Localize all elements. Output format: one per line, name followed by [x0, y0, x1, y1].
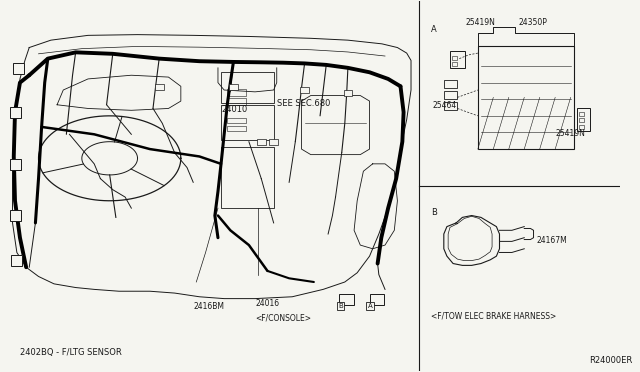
Bar	[579, 118, 584, 122]
Bar	[221, 105, 274, 140]
Bar	[339, 294, 354, 305]
Bar	[444, 91, 458, 99]
Text: 24350P: 24350P	[518, 18, 547, 27]
Bar	[13, 62, 24, 74]
Bar	[221, 71, 274, 103]
Text: A: A	[368, 303, 372, 309]
Text: A: A	[431, 25, 436, 34]
Text: 2416BM: 2416BM	[193, 302, 224, 311]
Text: <F/TOW ELEC BRAKE HARNESS>: <F/TOW ELEC BRAKE HARNESS>	[431, 311, 557, 321]
Bar	[227, 89, 246, 96]
Bar	[478, 46, 573, 149]
Bar	[227, 98, 246, 105]
Bar	[579, 125, 584, 129]
Text: R24000ER: R24000ER	[589, 356, 632, 365]
Bar	[577, 109, 591, 131]
Bar	[227, 118, 246, 123]
Text: 25419N: 25419N	[555, 129, 585, 138]
Bar	[10, 159, 21, 170]
Text: 25464: 25464	[433, 101, 457, 110]
Bar	[369, 294, 385, 305]
Bar	[444, 80, 458, 88]
Bar	[300, 87, 309, 93]
Text: 24016: 24016	[255, 299, 279, 308]
Bar	[450, 51, 465, 68]
Text: B: B	[431, 208, 436, 217]
Bar	[452, 62, 458, 65]
Bar	[444, 102, 458, 110]
Bar	[452, 56, 458, 60]
Bar	[155, 84, 163, 90]
Text: B: B	[338, 303, 343, 309]
Bar	[227, 126, 246, 131]
Bar	[344, 90, 352, 96]
Bar	[12, 255, 22, 266]
Bar	[229, 84, 237, 90]
Text: 24167M: 24167M	[536, 236, 568, 245]
Text: 2402BQ - F/LTG SENSOR: 2402BQ - F/LTG SENSOR	[20, 349, 122, 357]
Text: 24010: 24010	[221, 105, 247, 114]
Bar	[10, 107, 21, 118]
Text: SEE SEC.680: SEE SEC.680	[276, 99, 330, 108]
Bar	[269, 139, 278, 145]
Bar	[221, 147, 274, 208]
Text: 25419N: 25419N	[465, 18, 495, 27]
Bar	[257, 139, 266, 145]
Bar	[579, 112, 584, 116]
Text: <F/CONSOLE>: <F/CONSOLE>	[255, 313, 311, 323]
Bar	[10, 211, 21, 221]
